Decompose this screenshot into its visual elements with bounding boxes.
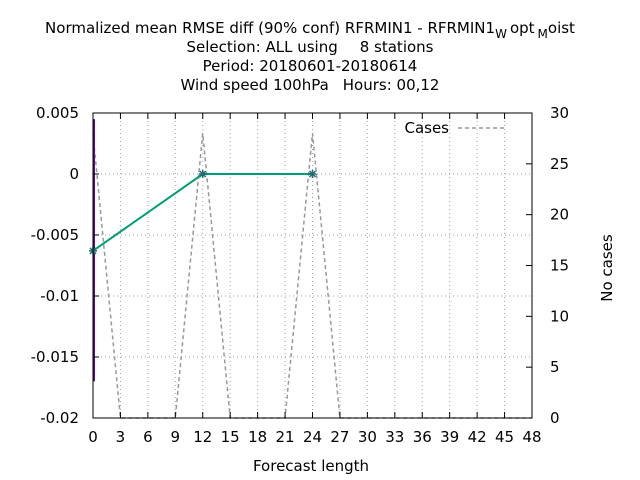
x-tick-label: 6 [143, 428, 153, 446]
title-line-4-suffix: Hours: 00,12 [343, 76, 440, 94]
y-left-tick-label: -0.005 [31, 226, 79, 244]
legend: Cases [404, 119, 506, 137]
y-right-axis-label: No cases [598, 234, 616, 302]
x-tick-label: 9 [171, 428, 181, 446]
x-axis-label: Forecast length [253, 457, 369, 475]
series-layer [89, 119, 532, 419]
y-left-tick-labels: 0.005 0 -0.005 -0.01 -0.015 -0.02 [31, 104, 99, 427]
x-tick-label: 21 [276, 428, 295, 446]
x-tick-label: 39 [440, 428, 459, 446]
title-line-4: Wind speed 100hPa Hours: 00,12 [181, 76, 440, 94]
y-right-tick-label: 0 [550, 409, 560, 427]
title-line-4-prefix: Wind speed 100hPa [181, 76, 329, 94]
y-right-tick-label: 5 [550, 358, 560, 376]
y-left-tick-label: -0.02 [40, 409, 79, 427]
y-right-tick-label: 20 [550, 206, 569, 224]
title-line-3: Period: 20180601-20180614 [203, 57, 418, 75]
y-left-tick-label: -0.015 [31, 348, 79, 366]
x-tick-label: 24 [303, 428, 322, 446]
title-line-2: Selection: ALL using 8 stations [187, 38, 434, 56]
series-point-diff [308, 170, 317, 178]
title-line-1-end: oist [548, 19, 575, 37]
y-right-tick-label: 25 [550, 155, 569, 173]
y-right-tick-labels: 0 5 10 15 20 25 30 [526, 104, 569, 427]
y-right-tick-label: 10 [550, 307, 569, 325]
title-line-2-suffix: 8 stations [360, 38, 434, 56]
title-line-1-sub-w: W [495, 27, 507, 41]
x-tick-label: 36 [413, 428, 432, 446]
y-left-tick-label: 0.005 [36, 104, 79, 122]
chart-title: Normalized mean RMSE diff (90% conf) RFR… [45, 19, 575, 94]
x-tick-label: 30 [358, 428, 377, 446]
y-right-tick-label: 30 [550, 104, 569, 122]
y-right-tick-label: 15 [550, 257, 569, 275]
y-left-tick-label: 0 [69, 165, 79, 183]
x-tick-label: 42 [468, 428, 487, 446]
legend-label-cases: Cases [404, 119, 449, 137]
x-tick-label: 0 [88, 428, 98, 446]
x-tick-label: 12 [193, 428, 212, 446]
x-tick-label: 27 [330, 428, 349, 446]
x-tick-label: 3 [116, 428, 126, 446]
grid [93, 113, 532, 418]
x-tick-label: 15 [221, 428, 240, 446]
y-left-tick-label: -0.01 [40, 287, 79, 305]
title-line-2-prefix: Selection: ALL using [187, 38, 338, 56]
series-point-diff [198, 170, 207, 178]
x-tick-label: 33 [385, 428, 404, 446]
x-tick-label: 18 [248, 428, 267, 446]
x-tick-label: 48 [522, 428, 541, 446]
title-line-1-mid: opt [510, 19, 535, 37]
x-tick-labels: 0 3 6 9 12 15 18 21 24 27 30 33 36 39 42 45 48 [88, 113, 542, 446]
title-line-1-main: Normalized mean RMSE diff (90% conf) RFR… [45, 19, 495, 37]
title-line-1-sub-m: M [538, 27, 548, 41]
title-line-1: Normalized mean RMSE diff (90% conf) RFR… [45, 19, 575, 41]
x-tick-label: 45 [495, 428, 514, 446]
